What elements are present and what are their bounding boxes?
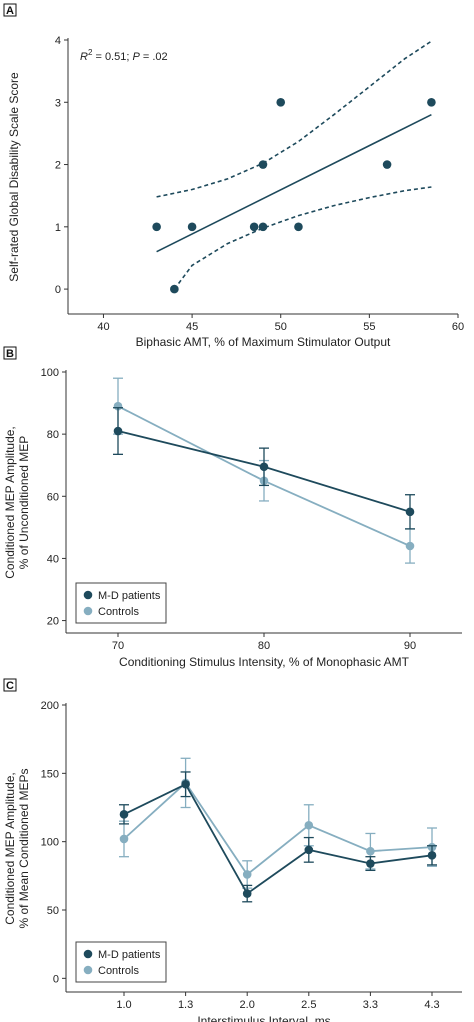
panel-b-legend-label: Controls xyxy=(98,606,139,618)
panel-c-x-tick-label: 4.3 xyxy=(424,999,439,1011)
panel-c-patients-point xyxy=(119,810,129,819)
panel-a-y-tick-label: 1 xyxy=(55,222,61,234)
panel-a-x-tick-label: 55 xyxy=(363,321,375,333)
panel-a-fit-line xyxy=(156,113,432,253)
panel-c-legend-marker xyxy=(83,949,93,959)
panel-b-y-axis-label-line1: Conditioned MEP Amplitude, xyxy=(3,426,17,579)
panel-c-patients-point xyxy=(304,845,314,855)
panel-a-x-tick-label: 40 xyxy=(97,321,109,333)
panel-c-controls-point xyxy=(304,820,314,830)
panel-b-legend-box xyxy=(75,582,167,624)
panel-c-y-tick-label: 100 xyxy=(41,837,59,849)
panel-b-y-axis-label-line2: % of Unconditioned MEP xyxy=(17,436,31,569)
panel-c-y-axis-label-line2: % of Mean Conditioned MEPs xyxy=(17,768,31,928)
panel-b-patients-point xyxy=(259,462,269,472)
panel-b-x-tick-label: 70 xyxy=(112,640,124,652)
panel-c-controls-point xyxy=(119,834,129,844)
panel-c-letter-box xyxy=(3,678,17,692)
panel-c-y-tick-label: 0 xyxy=(53,973,59,985)
annotation-r2-exp: 2 xyxy=(88,48,93,57)
panel-c-controls-line xyxy=(123,781,433,876)
panel-c-y-tick-label: 200 xyxy=(41,700,59,712)
panel-b-x-tick-label: 90 xyxy=(404,640,416,652)
panel-c-controls-point xyxy=(242,870,252,879)
panel-c-legend-box xyxy=(75,941,167,983)
panel-a-data-point xyxy=(187,222,197,232)
panel-b-legend-label: M-D patients xyxy=(98,590,161,602)
panel-b-controls-point xyxy=(405,541,415,551)
panel-a-data-point xyxy=(152,222,161,232)
panel-b-y-tick-label: 40 xyxy=(47,553,59,565)
panel-c: C 0 50 100 150 200 1.0 1.3 2.0 2.5 3.3 4.3 Interstim… xyxy=(3,678,462,1022)
panel-a-y-tick-label: 0 xyxy=(55,284,61,296)
panel-a: A 40 45 50 55 60 0 1 2 3 4 Biphasic AMT, % of Maxim… xyxy=(3,3,464,349)
panel-a-data-point xyxy=(427,97,436,107)
panel-c-x-tick-label: 2.0 xyxy=(240,999,255,1011)
panel-c-x-tick-label: 1.0 xyxy=(116,999,131,1011)
panel-b-x-tick-label: 80 xyxy=(258,640,270,652)
panel-a-letter-box xyxy=(3,3,17,17)
panel-c-controls-point xyxy=(366,846,375,856)
panel-b-legend: M-D patients Controls xyxy=(75,582,167,624)
panel-b-letter: B xyxy=(6,348,14,360)
panel-a-data-point xyxy=(258,160,268,169)
panel-c-legend-marker xyxy=(83,965,93,975)
panel-a-x-tick-label: 50 xyxy=(275,321,287,333)
annotation-p-value: = .02 xyxy=(140,51,168,63)
panel-c-y-tick-label: 150 xyxy=(41,768,59,780)
panel-a-y-axis-label: Self-rated Global Disability Scale Score xyxy=(7,72,21,282)
panel-a-letter: A xyxy=(6,5,14,17)
panel-a-y-tick-label: 3 xyxy=(55,97,61,109)
panel-b-x-axis-label: Conditioning Stimulus Intensity, % of Mo… xyxy=(119,655,410,669)
panel-a-data-point xyxy=(294,222,303,232)
panel-c-x-tick-label: 3.3 xyxy=(363,999,378,1011)
panel-b: B 20 40 60 80 100 70 80 90 Conditioning Stimulus … xyxy=(3,346,462,669)
panel-b-patients-point xyxy=(113,426,123,436)
panel-a-ci-upper xyxy=(156,40,432,198)
panel-a-data-point xyxy=(382,160,392,169)
panel-a-data-point xyxy=(249,222,259,232)
panel-c-patients-line xyxy=(123,783,433,895)
panel-c-letter: C xyxy=(6,680,14,692)
panel-c-x-tick-label: 2.5 xyxy=(301,999,316,1011)
panel-c-y-axis-label-line1: Conditioned MEP Amplitude, xyxy=(3,772,17,925)
panel-a-y-tick-label: 4 xyxy=(55,35,61,47)
panel-c-legend-label: Controls xyxy=(98,965,139,977)
panel-a-y-tick-label: 2 xyxy=(55,160,61,172)
panel-c-patients-point xyxy=(242,889,252,898)
panel-b-patients-point xyxy=(405,507,415,517)
panel-a-data-point xyxy=(276,97,286,107)
panel-a-annotation: R2 = 0.51; P = .02 xyxy=(80,48,168,63)
annotation-r2-value: = 0.51; xyxy=(92,51,132,63)
panel-c-patients-point xyxy=(366,859,375,868)
panel-c-x-axis-label: Interstimulus Interval, ms xyxy=(197,1014,330,1022)
panel-c-y-tick-label: 50 xyxy=(47,905,59,917)
panel-b-y-tick-label: 60 xyxy=(47,491,59,503)
panel-c-patients-point xyxy=(427,851,437,860)
panel-a-ci-lower xyxy=(173,186,432,290)
panel-c-legend: M-D patients Controls xyxy=(75,941,167,983)
panel-a-x-axis-label: Biphasic AMT, % of Maximum Stimulator Ou… xyxy=(136,335,391,349)
panel-b-legend-marker xyxy=(83,606,93,616)
panel-b-y-tick-label: 20 xyxy=(47,616,59,628)
panel-b-y-tick-label: 80 xyxy=(47,429,59,441)
panel-a-x-tick-label: 45 xyxy=(186,321,198,333)
panel-a-x-tick-label: 60 xyxy=(452,321,464,333)
panel-c-patients-point xyxy=(181,779,190,789)
annotation-r: R xyxy=(80,51,88,63)
panel-a-data-point xyxy=(258,222,268,232)
panel-a-data-point xyxy=(170,284,179,294)
panel-c-x-tick-label: 1.3 xyxy=(178,999,193,1011)
panel-b-legend-marker xyxy=(83,590,93,600)
panel-b-y-tick-label: 100 xyxy=(41,367,59,379)
annotation-p: P xyxy=(132,51,140,63)
panel-b-letter-box xyxy=(3,346,17,360)
panel-c-legend-label: M-D patients xyxy=(98,949,161,961)
